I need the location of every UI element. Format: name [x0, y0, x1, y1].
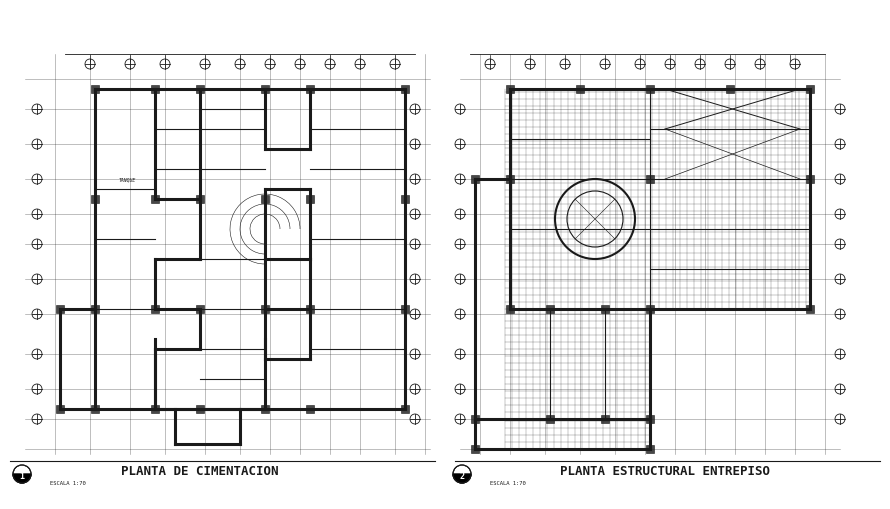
Bar [506, 305, 514, 314]
Text: ESCALA 1:70: ESCALA 1:70 [490, 480, 526, 486]
Bar [576, 86, 584, 94]
Bar [646, 176, 654, 184]
Bar [601, 305, 609, 314]
Bar [261, 195, 269, 204]
Text: 2: 2 [459, 471, 465, 480]
Bar [196, 405, 204, 413]
Bar [56, 305, 64, 314]
Circle shape [453, 465, 471, 483]
Wedge shape [453, 474, 471, 483]
Bar [91, 86, 99, 94]
Bar [91, 305, 99, 314]
Bar [196, 195, 204, 204]
Text: PLANTA DE CIMENTACION: PLANTA DE CIMENTACION [121, 465, 279, 477]
Bar [91, 405, 99, 413]
Text: ESCALA 1:70: ESCALA 1:70 [50, 480, 85, 486]
Text: PLANTA ESTRUCTURAL ENTREPISO: PLANTA ESTRUCTURAL ENTREPISO [560, 465, 770, 477]
Bar [91, 195, 99, 204]
Text: TANQUE: TANQUE [118, 177, 135, 182]
Bar [646, 445, 654, 453]
Circle shape [555, 180, 635, 260]
Bar [806, 176, 814, 184]
Bar [261, 305, 269, 314]
Text: 1: 1 [20, 471, 25, 480]
Bar [151, 195, 159, 204]
Circle shape [13, 465, 31, 483]
Bar [151, 405, 159, 413]
Bar [471, 176, 479, 184]
Bar [401, 405, 409, 413]
Bar [306, 405, 314, 413]
Wedge shape [13, 474, 31, 483]
Bar [646, 415, 654, 423]
Bar [401, 195, 409, 204]
Bar [471, 445, 479, 453]
Bar [306, 195, 314, 204]
Bar [546, 415, 554, 423]
Bar [401, 305, 409, 314]
Bar [806, 305, 814, 314]
Bar [601, 415, 609, 423]
Bar [196, 305, 204, 314]
Bar [471, 415, 479, 423]
Bar [506, 86, 514, 94]
Bar [196, 86, 204, 94]
Bar [151, 305, 159, 314]
Bar [546, 305, 554, 314]
Bar [151, 86, 159, 94]
Bar [261, 86, 269, 94]
Bar [261, 405, 269, 413]
Bar [506, 176, 514, 184]
Bar [726, 86, 734, 94]
Bar [806, 86, 814, 94]
Bar [401, 86, 409, 94]
Bar [306, 305, 314, 314]
Bar [646, 86, 654, 94]
Bar [306, 86, 314, 94]
Bar [56, 405, 64, 413]
Bar [646, 305, 654, 314]
